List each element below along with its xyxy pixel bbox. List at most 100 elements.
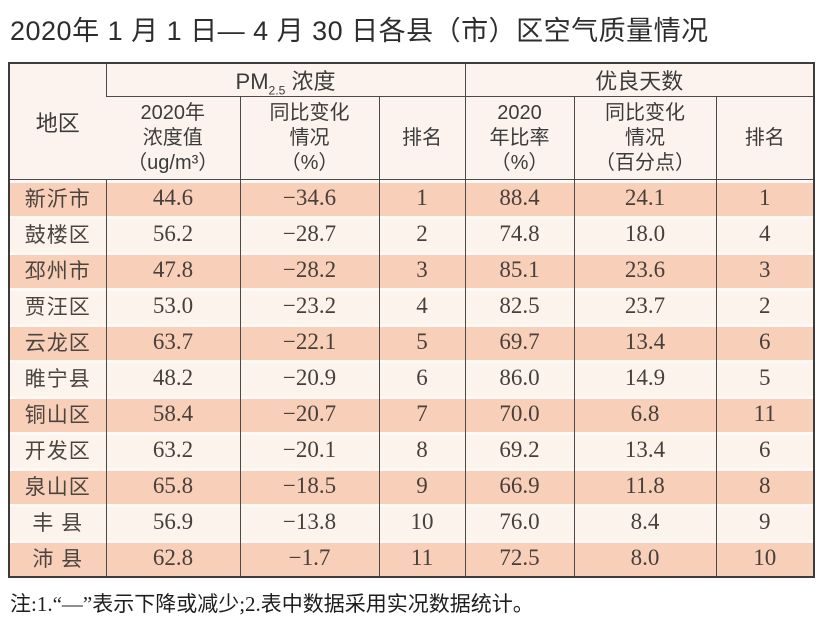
good-rate-cell: 76.0 bbox=[464, 504, 574, 540]
table-row: 铜山区 58.4 −20.7 7 70.0 6.8 11 bbox=[9, 396, 814, 432]
good-rank-cell: 10 bbox=[715, 540, 814, 577]
pm-rank-cell: 1 bbox=[378, 179, 465, 216]
table-row: 沛 县 62.8 −1.7 11 72.5 8.0 10 bbox=[9, 540, 814, 577]
good-rank-cell: 6 bbox=[715, 324, 814, 360]
header-sub-row: 2020年 浓度值 （ug/m³） 同比变化 情况 （%） 排名 2020 年比… bbox=[9, 96, 814, 180]
good-change-cell: 13.4 bbox=[573, 324, 716, 360]
pm-change-cell: −13.8 bbox=[239, 504, 379, 540]
footnote: 注:1.“—”表示下降或减少;2.表中数据采用实况数据统计。 bbox=[10, 592, 534, 616]
pm-rank-cell: 9 bbox=[378, 468, 465, 504]
good-rate-cell: 69.7 bbox=[464, 324, 574, 360]
table-row: 泉山区 65.8 −18.5 9 66.9 11.8 8 bbox=[9, 468, 814, 504]
header-group-row: 地区 PM2.5 浓度 优良天数 bbox=[9, 63, 814, 180]
pm-rank-cell: 7 bbox=[378, 396, 465, 432]
table-row: 邳州市 47.8 −28.2 3 85.1 23.6 3 bbox=[9, 252, 814, 288]
pm-change-cell: −22.1 bbox=[239, 324, 379, 360]
good-rank-cell: 8 bbox=[715, 468, 814, 504]
column-header-good-rate: 2020 年比率 （%） bbox=[464, 96, 574, 180]
pm-value-cell: 47.8 bbox=[105, 252, 240, 288]
table-row: 睢宁县 48.2 −20.9 6 86.0 14.9 5 bbox=[9, 360, 814, 396]
pm-rank-cell: 4 bbox=[378, 288, 465, 324]
region-cell: 邳州市 bbox=[9, 252, 106, 288]
table-row: 云龙区 63.7 −22.1 5 69.7 13.4 6 bbox=[9, 324, 814, 360]
pm-change-cell: −28.2 bbox=[239, 252, 379, 288]
good-rank-cell: 6 bbox=[715, 432, 814, 468]
header-good-days-group: 优良天数 bbox=[464, 63, 814, 97]
good-change-cell: 6.8 bbox=[573, 396, 716, 432]
pm-value-cell: 58.4 bbox=[105, 396, 240, 432]
region-cell: 铜山区 bbox=[9, 396, 106, 432]
region-cell: 云龙区 bbox=[9, 324, 106, 360]
pm-change-cell: −1.7 bbox=[239, 540, 379, 577]
good-rank-cell: 2 bbox=[715, 288, 814, 324]
region-cell: 鼓楼区 bbox=[9, 216, 106, 252]
good-rate-cell: 69.2 bbox=[464, 432, 574, 468]
good-rank-cell: 3 bbox=[715, 252, 814, 288]
column-header-good-change: 同比变化 情况 （百分点） bbox=[573, 96, 716, 180]
region-cell: 开发区 bbox=[9, 432, 106, 468]
pm-rank-cell: 10 bbox=[378, 504, 465, 540]
good-rate-cell: 86.0 bbox=[464, 360, 574, 396]
good-rate-cell: 85.1 bbox=[464, 252, 574, 288]
pm-value-cell: 63.7 bbox=[105, 324, 240, 360]
pm25-label-prefix: PM bbox=[235, 69, 269, 94]
table-header: 地区 PM2.5 浓度 优良天数 2020年 浓度值 （ug/m³） 同比变化 … bbox=[9, 63, 814, 180]
good-change-cell: 23.6 bbox=[573, 252, 716, 288]
region-cell: 沛 县 bbox=[9, 540, 106, 577]
column-header-pm-change: 同比变化 情况 （%） bbox=[239, 96, 379, 180]
pm-change-cell: −20.7 bbox=[239, 396, 379, 432]
column-header-pm-value: 2020年 浓度值 （ug/m³） bbox=[106, 96, 240, 180]
table-row: 贾汪区 53.0 −23.2 4 82.5 23.7 2 bbox=[9, 288, 814, 324]
good-change-cell: 23.7 bbox=[573, 288, 716, 324]
header-pm25-group: PM2.5 浓度 bbox=[105, 63, 465, 98]
good-change-cell: 14.9 bbox=[573, 360, 716, 396]
pm-rank-cell: 8 bbox=[378, 432, 465, 468]
table-body: 新沂市 44.6 −34.6 1 88.4 24.1 1 鼓楼区 56.2 −28.7 2 74.8 1… bbox=[9, 179, 814, 577]
good-change-cell: 11.8 bbox=[573, 468, 716, 504]
pm-rank-cell: 11 bbox=[378, 540, 465, 577]
pm-change-cell: −18.5 bbox=[239, 468, 379, 504]
column-header-region: 地区 bbox=[9, 63, 106, 180]
good-rank-cell: 1 bbox=[715, 179, 814, 216]
pm-rank-cell: 2 bbox=[378, 216, 465, 252]
good-rate-cell: 82.5 bbox=[464, 288, 574, 324]
region-cell: 贾汪区 bbox=[9, 288, 106, 324]
good-change-cell: 8.0 bbox=[573, 540, 716, 577]
pm-value-cell: 62.8 bbox=[105, 540, 240, 577]
good-rate-cell: 70.0 bbox=[464, 396, 574, 432]
pm-value-cell: 63.2 bbox=[105, 432, 240, 468]
good-change-cell: 13.4 bbox=[573, 432, 716, 468]
good-change-cell: 24.1 bbox=[573, 179, 716, 216]
region-cell: 睢宁县 bbox=[9, 360, 106, 396]
pm25-label-suffix: 浓度 bbox=[285, 69, 336, 94]
pm-value-cell: 53.0 bbox=[105, 288, 240, 324]
pm-value-cell: 48.2 bbox=[105, 360, 240, 396]
pm-value-cell: 65.8 bbox=[105, 468, 240, 504]
air-quality-table: 地区 PM2.5 浓度 优良天数 2020年 浓度值 （ug/m³） 同比变化 … bbox=[8, 62, 815, 578]
pm-rank-cell: 5 bbox=[378, 324, 465, 360]
pm-change-cell: −28.7 bbox=[239, 216, 379, 252]
pm-change-cell: −34.6 bbox=[239, 179, 379, 216]
region-cell: 泉山区 bbox=[9, 468, 106, 504]
page-title: 2020年 1 月 1 日— 4 月 30 日各县（市）区空气质量情况 bbox=[10, 16, 709, 46]
pm-rank-cell: 6 bbox=[378, 360, 465, 396]
region-cell: 新沂市 bbox=[9, 180, 106, 217]
pm-value-cell: 56.2 bbox=[105, 216, 240, 252]
good-rate-cell: 72.5 bbox=[464, 540, 574, 577]
pm25-label-subscript: 2.5 bbox=[268, 83, 286, 98]
table-row: 开发区 63.2 −20.1 8 69.2 13.4 6 bbox=[9, 432, 814, 468]
column-header-pm-rank: 排名 bbox=[378, 96, 465, 180]
good-rate-cell: 74.8 bbox=[464, 216, 574, 252]
pm-change-cell: −20.1 bbox=[239, 432, 379, 468]
pm-value-cell: 44.6 bbox=[105, 179, 240, 216]
good-rank-cell: 4 bbox=[715, 216, 814, 252]
pm-rank-cell: 3 bbox=[378, 252, 465, 288]
table-row: 鼓楼区 56.2 −28.7 2 74.8 18.0 4 bbox=[9, 216, 814, 252]
region-cell: 丰 县 bbox=[9, 504, 106, 540]
good-rank-cell: 5 bbox=[715, 360, 814, 396]
pm-change-cell: −23.2 bbox=[239, 288, 379, 324]
good-rank-cell: 9 bbox=[715, 504, 814, 540]
column-header-good-rank: 排名 bbox=[715, 96, 814, 180]
good-rate-cell: 66.9 bbox=[464, 468, 574, 504]
